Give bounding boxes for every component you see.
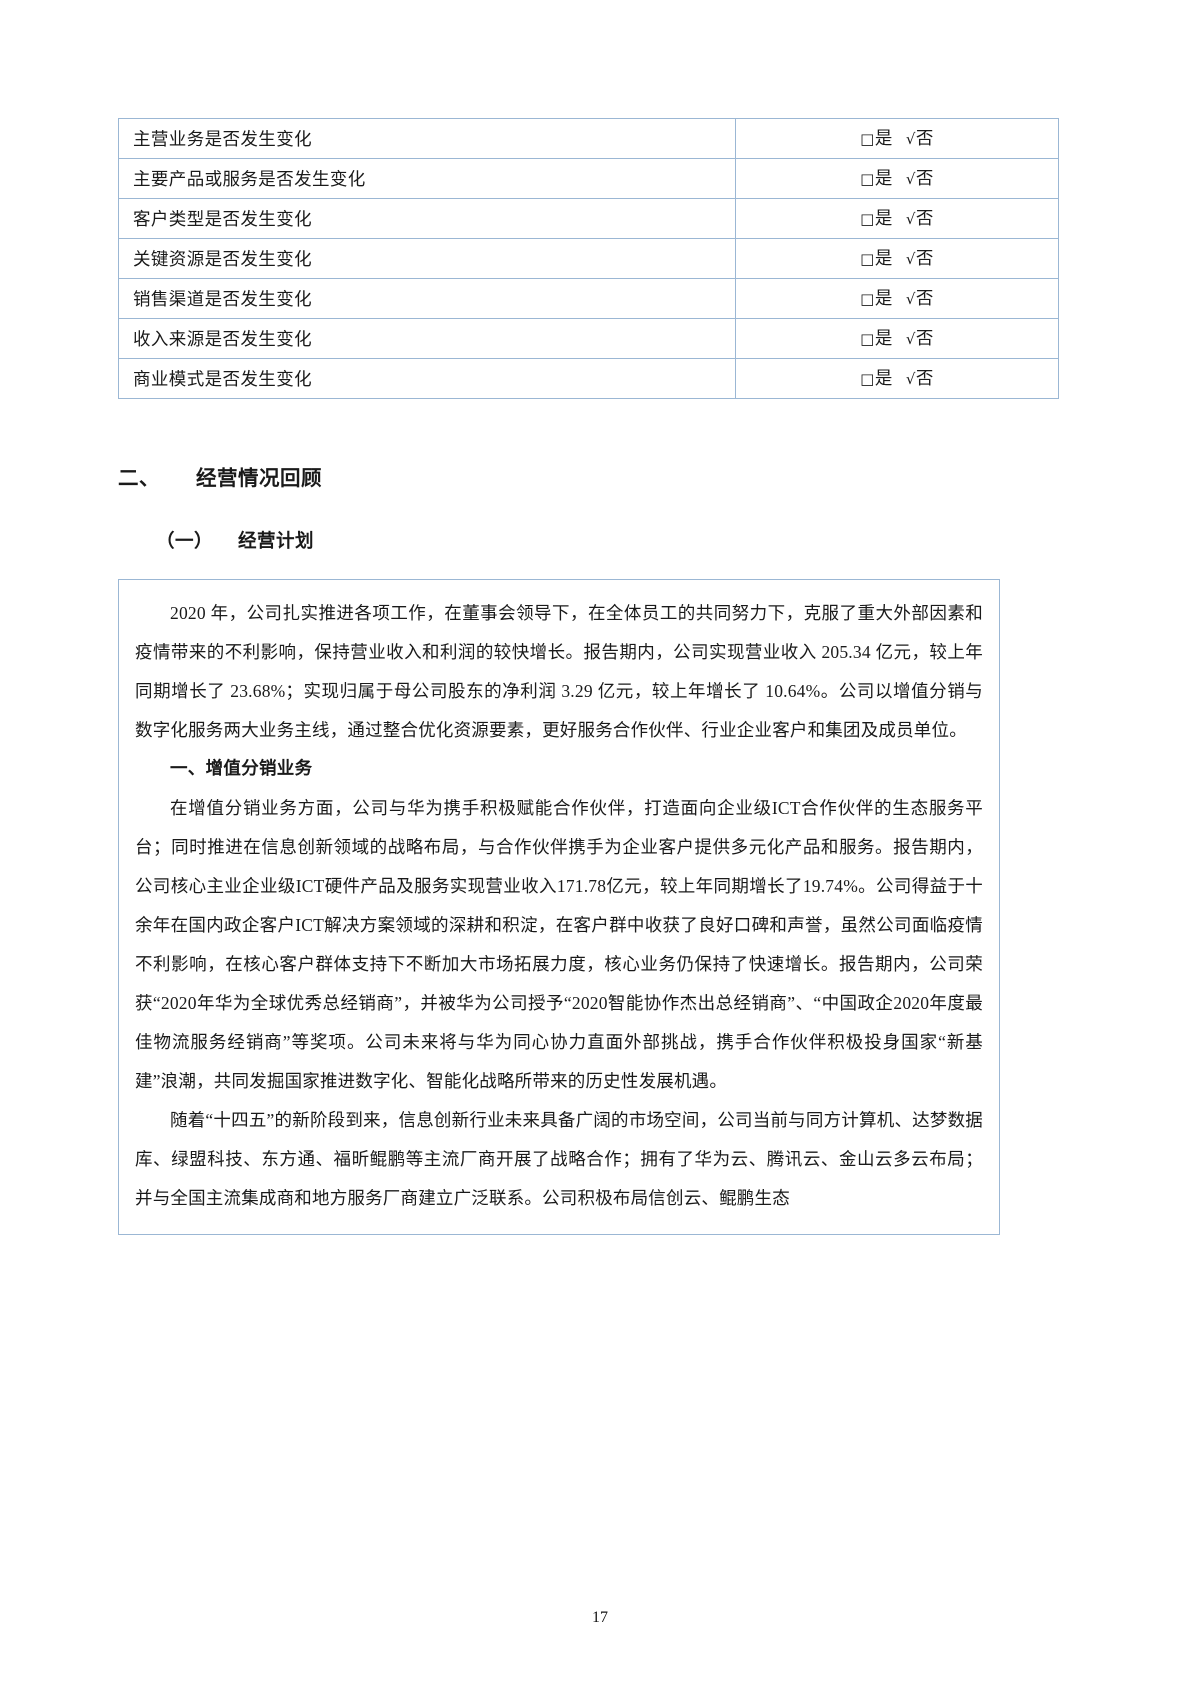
checkbox-unchecked-icon[interactable]: □ [860,210,875,228]
table-row-label: 收入来源是否发生变化 [118,318,736,359]
table-row-label: 关键资源是否发生变化 [118,238,736,279]
table-row-label: 商业模式是否发生变化 [118,358,736,399]
choice-no-label: 否 [915,208,934,228]
page-number: 17 [592,1609,608,1626]
paragraph-value-added-distribution: 在增值分销业务方面，公司与华为携手积极赋能合作伙伴，打造面向企业级ICT合作伙伴… [135,798,983,1091]
checkbox-unchecked-icon[interactable]: □ [860,170,875,188]
checkmark-icon[interactable]: √ [905,170,916,188]
content-box: 2020 年，公司扎实推进各项工作，在董事会领导下，在全体员工的共同努力下，克服… [118,579,1000,1235]
choice-group: □是 √否 [860,199,934,238]
table-row-label: 主营业务是否发生变化 [118,118,736,159]
paragraph-business-plan: 2020 年，公司扎实推进各项工作，在董事会领导下，在全体员工的共同努力下，克服… [135,603,983,740]
section-heading: 二、 经营情况回顾 [118,461,1000,491]
checkmark-icon[interactable]: √ [905,370,916,388]
checkbox-unchecked-icon[interactable]: □ [860,130,875,148]
checkbox-unchecked-icon[interactable]: □ [860,290,875,308]
paragraph-14th-five-year-plan: 随着“十四五”的新阶段到来，信息创新行业未来具备广阔的市场空间，公司当前与同方计… [135,1110,983,1208]
choice-yes-label: 是 [874,328,893,348]
table-row: 商业模式是否发生变化 □是 √否 [118,358,1059,399]
table-row-choice[interactable]: □是 √否 [735,318,1059,359]
table-row-choice[interactable]: □是 √否 [735,238,1059,279]
table-row-choice[interactable]: □是 √否 [735,158,1059,199]
table-row-choice[interactable]: □是 √否 [735,358,1059,399]
choice-no-label: 否 [915,128,934,148]
table-row: 客户类型是否发生变化 □是 √否 [118,198,1059,239]
checkmark-icon[interactable]: √ [905,330,916,348]
table-body: 主营业务是否发生变化 □是 √否 主要产品或服务是否发生变化 □是 √否 客户类型是… [118,118,1059,399]
choice-no-label: 否 [915,168,934,188]
subsection-heading: （一） 经营计划 [118,527,1000,553]
table-row-choice[interactable]: □是 √否 [735,278,1059,319]
choice-group: □是 √否 [860,119,934,158]
checkmark-icon[interactable]: √ [905,210,916,228]
choice-yes-label: 是 [874,168,893,188]
subsection-heading-title: 经营计划 [238,531,315,552]
table-row-label: 主要产品或服务是否发生变化 [118,158,736,199]
table-row-label: 销售渠道是否发生变化 [118,278,736,319]
choice-yes-label: 是 [874,208,893,228]
choice-yes-label: 是 [874,368,893,388]
table-row: 主要产品或服务是否发生变化 □是 √否 [118,158,1059,199]
table-row: 收入来源是否发生变化 □是 √否 [118,318,1059,359]
choice-group: □是 √否 [860,359,934,398]
choice-no-label: 否 [915,288,934,308]
choice-no-label: 否 [915,328,934,348]
choice-group: □是 √否 [860,239,934,278]
table-row: 关键资源是否发生变化 □是 √否 [118,238,1059,279]
table-row: 销售渠道是否发生变化 □是 √否 [118,278,1059,319]
table-row-choice[interactable]: □是 √否 [735,198,1059,239]
choice-group: □是 √否 [860,159,934,198]
checkbox-unchecked-icon[interactable]: □ [860,250,875,268]
section-heading-number: 二、 [118,466,160,490]
checkbox-unchecked-icon[interactable]: □ [860,370,875,388]
choice-no-label: 否 [915,368,934,388]
table-row-label: 客户类型是否发生变化 [118,198,736,239]
business-change-table: 主营业务是否发生变化 □是 √否 主要产品或服务是否发生变化 □是 √否 客户类型是… [118,118,1059,399]
section-heading-title: 经营情况回顾 [196,466,322,490]
checkbox-unchecked-icon[interactable]: □ [860,330,875,348]
choice-yes-label: 是 [874,128,893,148]
choice-yes-label: 是 [874,248,893,268]
checkmark-icon[interactable]: √ [905,290,916,308]
checkmark-icon[interactable]: √ [905,130,916,148]
subsection-heading-number: （一） [156,531,214,552]
choice-yes-label: 是 [874,288,893,308]
choice-group: □是 √否 [860,319,934,358]
subheading-value-added-distribution: 一、增值分销业务 [170,759,313,779]
choice-no-label: 否 [915,248,934,268]
table-row: 主营业务是否发生变化 □是 √否 [118,118,1059,159]
checkmark-icon[interactable]: √ [905,250,916,268]
choice-group: □是 √否 [860,279,934,318]
table-row-choice[interactable]: □是 √否 [735,118,1059,159]
